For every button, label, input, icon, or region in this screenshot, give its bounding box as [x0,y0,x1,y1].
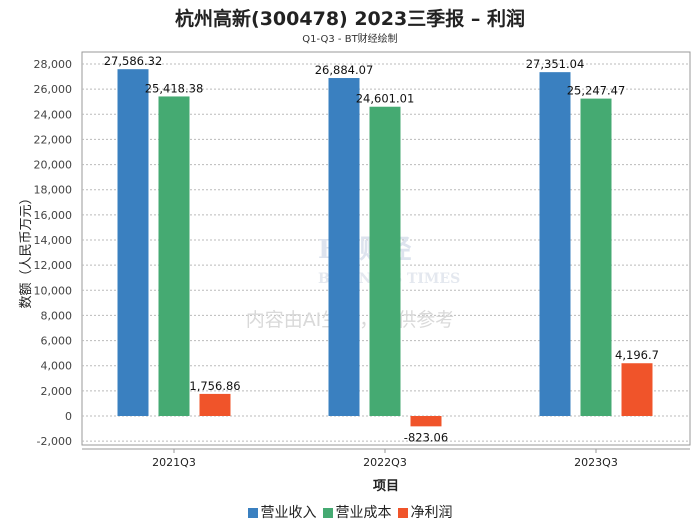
y-tick-label: 2,000 [41,385,73,398]
y-tick-label: -2,000 [37,435,72,448]
legend: 营业收入 营业成本 净利润 [0,502,700,522]
legend-item[interactable]: 净利润 [397,505,453,521]
chart-title: 杭州高新(300478) 2023三季报 – 利润 [175,8,525,30]
x-tick-label: 2022Q3 [363,456,407,469]
data-label: 4,196.7 [615,348,659,362]
y-tick-label: 12,000 [34,259,73,272]
y-tick-label: 28,000 [34,58,73,71]
y-tick-label: 24,000 [34,108,73,121]
y-tick-label: 6,000 [41,335,73,348]
data-label: 1,756.86 [189,379,240,393]
y-tick-label: 8,000 [41,309,73,322]
bar-营业成本-2023Q3 [580,98,612,416]
y-tick-label: 10,000 [34,284,73,297]
data-label: 26,884.07 [315,63,374,77]
y-tick-label: 26,000 [34,83,73,96]
bar-营业成本-2021Q3 [158,96,190,416]
data-label: 27,351.04 [526,57,585,71]
legend-swatch [322,508,333,518]
legend-label: 净利润 [410,505,453,521]
legend-swatch [247,508,258,518]
legend-item[interactable]: 营业收入 [247,505,317,521]
y-tick-label: 4,000 [41,360,73,373]
legend-label: 营业成本 [335,505,392,521]
bar-营业收入-2022Q3 [328,78,360,416]
bar-净利润-2022Q3 [410,416,442,427]
bar-营业成本-2022Q3 [369,106,401,416]
legend-item[interactable]: 营业成本 [322,505,392,521]
bar-营业收入-2021Q3 [117,69,149,416]
data-label: 25,247.47 [567,84,626,98]
bar-净利润-2023Q3 [621,363,653,416]
y-tick-label: 20,000 [34,159,73,172]
legend-label: 营业收入 [260,505,317,521]
y-tick-label: 18,000 [34,184,73,197]
x-tick-label: 2021Q3 [152,456,196,469]
data-label: -823.06 [404,430,448,444]
x-tick-label: 2023Q3 [574,456,618,469]
bar-净利润-2021Q3 [199,393,231,416]
y-tick-label: 22,000 [34,133,73,146]
y-tick-label: 16,000 [34,209,73,222]
y-tick-label: 14,000 [34,234,73,247]
y-tick-label: 0 [65,410,72,423]
data-label: 27,586.32 [104,54,163,68]
data-label: 24,601.01 [356,92,415,106]
data-label: 25,418.38 [145,81,204,95]
bar-营业收入-2023Q3 [539,72,571,416]
legend-swatch [397,508,408,518]
chart-subtitle: Q1-Q3 - BT财经绘制 [302,34,398,45]
y-axis-title: 数额（人民币万元） [19,191,34,308]
x-axis-title: 项目 [373,479,399,494]
